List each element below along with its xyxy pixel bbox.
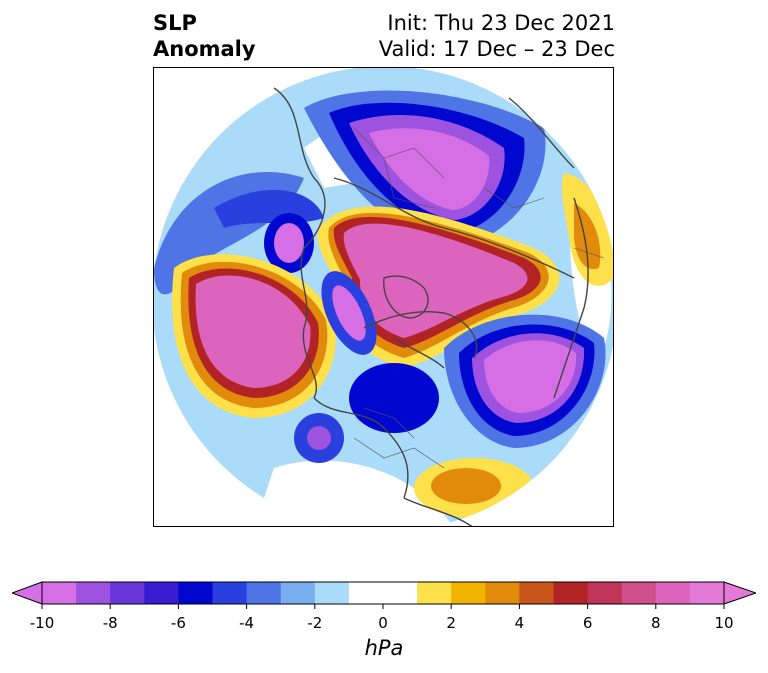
init-date: Init: Thu 23 Dec 2021 [387,11,615,35]
colorbar-extend-max [723,581,758,605]
colorbar-segment [212,582,248,604]
colorbar-tick-label: 0 [378,614,388,632]
colorbar-segment [178,582,213,604]
colorbar-segment [519,582,554,604]
colorbar-tick-label: -4 [239,614,255,632]
colorbar-segment [280,582,316,604]
colorbar-segment [110,582,145,604]
map-outside-disk [154,68,613,526]
low-small-nw-core [274,223,304,263]
low-na-south-core [307,426,331,450]
colorbar-tick-label: 6 [582,614,593,632]
colorbar-segment [42,582,77,604]
colorbar-segment [655,582,691,604]
colorbar-segment [451,582,486,604]
valid-range: Valid: 17 Dec – 23 Dec [378,37,615,61]
colorbar-tick-label: -2 [307,614,323,632]
colorbar-segment [348,582,384,604]
colorbar-extend-min [10,581,43,605]
map-panel [153,67,614,527]
colorbar-segment [314,582,350,604]
title-type: Anomaly [153,37,256,61]
low-west-na-core [332,285,366,341]
low-atlantic-core [484,340,577,413]
colorbar-segment [246,582,282,604]
colorbar-tick-label: -10 [29,614,55,632]
colorbar-tick-label: 4 [514,614,525,632]
slp-anomaly-map [154,68,613,526]
colorbar-tick-label: -8 [102,614,118,632]
colorbar-tick-label: 8 [651,614,661,632]
colorbar-units: hPa [364,636,404,660]
political-borders [353,127,605,469]
colorbar-segment [383,582,418,604]
title-left: SLP Anomaly [153,10,256,62]
low-siberia-core [369,128,490,210]
colorbar-tick-label: 10 [714,614,734,632]
high-pacific-core [195,275,311,388]
colorbar-segment [553,582,589,604]
colorbar-segment [417,582,452,604]
colorbar-segment [587,582,623,604]
colorbar [10,580,758,618]
colorbar-tick-label: -6 [170,614,186,632]
low-hudson [349,363,439,433]
title-variable: SLP [153,11,197,35]
high-arctic-core [343,223,528,338]
zero-region-south [254,460,454,526]
colorbar-segment [621,582,657,604]
title-right: Init: Thu 23 Dec 2021 Valid: 17 Dec – 23… [379,10,615,62]
coastlines [273,87,589,526]
colorbar-segment [76,582,111,604]
colorbar-tick-label: 2 [446,614,456,632]
colorbar-segment [689,582,725,604]
colorbar-scale [10,581,758,609]
colorbar-segment [144,582,179,604]
high-atlantic-south-core [431,468,501,504]
colorbar-segment [485,582,520,604]
